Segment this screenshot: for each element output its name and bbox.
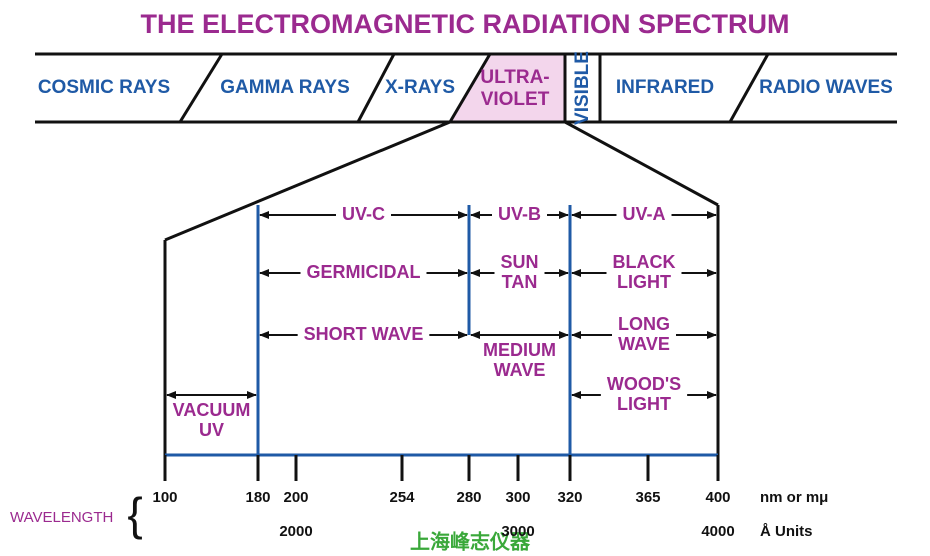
uv-label: SUN [500,252,538,272]
uv-label: WAVE [618,334,670,354]
uv-label: VACUUM [173,400,251,420]
nm-tick-label: 320 [557,489,582,506]
band-label: VISIBLE [572,51,593,125]
angstrom-tick-label: 2000 [279,523,312,540]
band-label: COSMIC RAYS [38,77,170,98]
uv-label: UV [199,420,224,440]
uv-label: WOOD'S [607,374,681,394]
angstrom-tick-label: 3000 [501,523,534,540]
nm-tick-label: 100 [152,489,177,506]
uv-label: UV-C [342,204,385,224]
nm-tick-label: 400 [705,489,730,506]
nm-tick-label: 200 [283,489,308,506]
uv-label: LONG [618,314,670,334]
nm-tick-label: 365 [635,489,660,506]
band-label: X-RAYS [385,77,455,98]
uv-highlight [450,54,565,122]
uv-label: UV-A [622,204,665,224]
nm-tick-label: 300 [505,489,530,506]
uv-label: LIGHT [617,272,671,292]
band-label: GAMMA RAYS [220,77,350,98]
uv-label: GERMICIDAL [307,262,421,282]
watermark: 上海峰志仪器 [410,530,531,554]
uv-label: WAVE [494,360,546,380]
angstrom-tick-label: 4000 [701,523,734,540]
nm-tick-label: 180 [245,489,270,506]
uv-label: UV-B [498,204,541,224]
band-label: ULTRA- [480,67,549,88]
nm-unit: nm or mμ [760,489,828,506]
spectrum-band [35,52,897,455]
nm-tick-label: 280 [456,489,481,506]
uv-label: TAN [502,272,538,292]
uv-label: MEDIUM [483,340,556,360]
angstrom-unit: Å Units [760,523,813,540]
band-label: VIOLET [481,89,550,110]
nm-tick-label: 254 [389,489,415,506]
uv-label: BLACK [613,252,676,272]
band-label: INFRARED [616,77,714,98]
uv-label: SHORT WAVE [304,324,424,344]
wavelength-label: WAVELENGTH [10,509,113,526]
brace: { [127,488,142,540]
uv-label: LIGHT [617,394,671,414]
band-label: RADIO WAVES [759,77,893,98]
title: THE ELECTROMAGNETIC RADIATION SPECTRUM [141,9,790,39]
